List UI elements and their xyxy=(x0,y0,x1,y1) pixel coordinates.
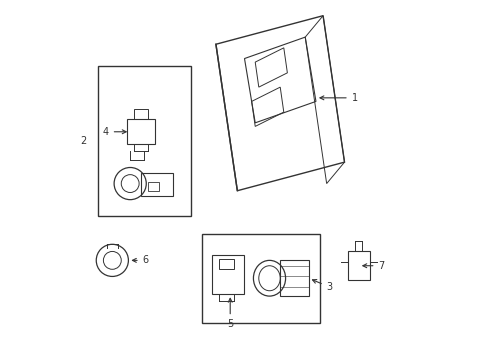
Bar xyxy=(201,234,319,323)
Bar xyxy=(212,255,244,294)
Text: 2: 2 xyxy=(81,136,87,146)
Text: 6: 6 xyxy=(132,255,148,265)
Bar xyxy=(347,251,369,280)
Text: 7: 7 xyxy=(362,261,384,271)
Bar xyxy=(280,260,308,296)
Text: 5: 5 xyxy=(226,298,233,329)
Text: 4: 4 xyxy=(102,127,126,137)
Bar xyxy=(141,173,173,196)
Bar xyxy=(148,182,159,191)
Bar xyxy=(219,258,233,269)
Text: 1: 1 xyxy=(319,93,357,103)
Bar xyxy=(134,109,148,119)
Bar xyxy=(126,119,155,144)
Bar xyxy=(98,66,190,216)
Text: 3: 3 xyxy=(312,280,332,292)
